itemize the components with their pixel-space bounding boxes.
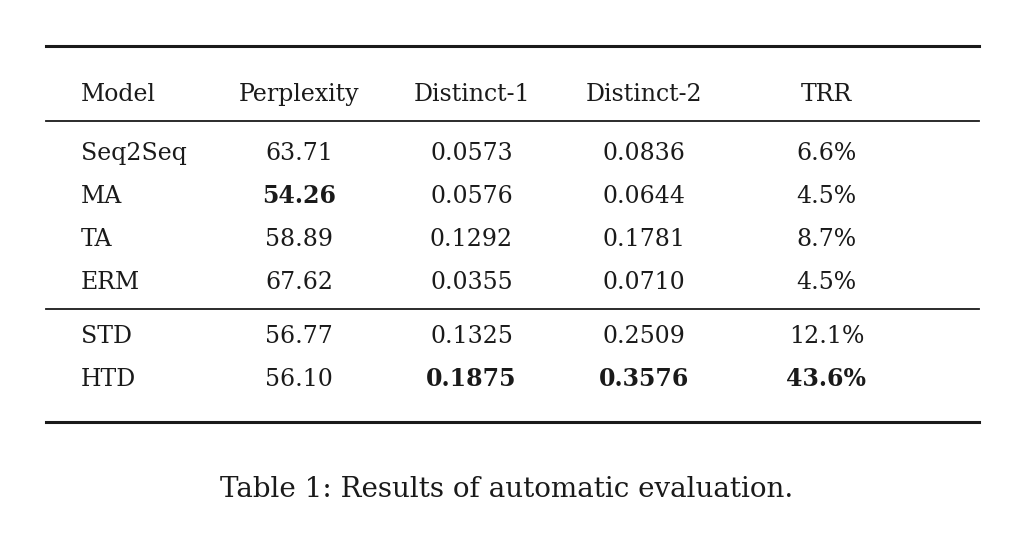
Text: 0.0573: 0.0573 bbox=[430, 142, 513, 165]
Text: 58.89: 58.89 bbox=[265, 228, 334, 251]
Text: 0.1292: 0.1292 bbox=[430, 228, 513, 251]
Text: 0.1875: 0.1875 bbox=[426, 367, 517, 391]
Text: Distinct-2: Distinct-2 bbox=[585, 83, 703, 105]
Text: 43.6%: 43.6% bbox=[787, 367, 866, 391]
Text: 54.26: 54.26 bbox=[263, 185, 336, 208]
Text: TRR: TRR bbox=[801, 83, 852, 105]
Text: 0.1325: 0.1325 bbox=[430, 325, 513, 348]
Text: TA: TA bbox=[81, 228, 113, 251]
Text: Model: Model bbox=[81, 83, 156, 105]
Text: STD: STD bbox=[81, 325, 132, 348]
Text: 4.5%: 4.5% bbox=[796, 185, 857, 208]
Text: 0.0576: 0.0576 bbox=[430, 185, 513, 208]
Text: Distinct-1: Distinct-1 bbox=[413, 83, 530, 105]
Text: 6.6%: 6.6% bbox=[796, 142, 857, 165]
Text: 0.0355: 0.0355 bbox=[430, 271, 513, 294]
Text: HTD: HTD bbox=[81, 368, 136, 391]
Text: 0.3576: 0.3576 bbox=[598, 367, 690, 391]
Text: Table 1: Results of automatic evaluation.: Table 1: Results of automatic evaluation… bbox=[220, 476, 794, 503]
Text: 67.62: 67.62 bbox=[265, 271, 334, 294]
Text: 56.10: 56.10 bbox=[266, 368, 333, 391]
Text: ERM: ERM bbox=[81, 271, 140, 294]
Text: 0.0710: 0.0710 bbox=[602, 271, 685, 294]
Text: 12.1%: 12.1% bbox=[789, 325, 864, 348]
Text: 63.71: 63.71 bbox=[266, 142, 333, 165]
Text: 0.2509: 0.2509 bbox=[602, 325, 685, 348]
Text: 0.1781: 0.1781 bbox=[602, 228, 685, 251]
Text: 0.0836: 0.0836 bbox=[602, 142, 685, 165]
Text: 0.0644: 0.0644 bbox=[602, 185, 685, 208]
Text: MA: MA bbox=[81, 185, 123, 208]
Text: Seq2Seq: Seq2Seq bbox=[81, 142, 187, 165]
Text: 56.77: 56.77 bbox=[266, 325, 333, 348]
Text: 4.5%: 4.5% bbox=[796, 271, 857, 294]
Text: Perplexity: Perplexity bbox=[239, 83, 359, 105]
Text: 8.7%: 8.7% bbox=[796, 228, 857, 251]
